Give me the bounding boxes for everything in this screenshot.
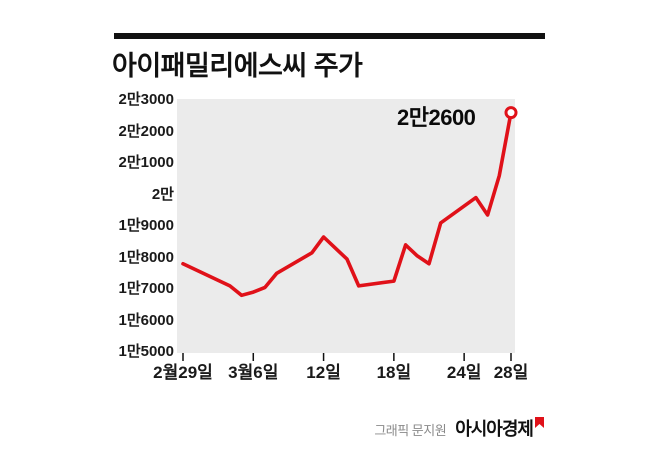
y-axis-label: 2만 <box>151 185 174 203</box>
x-axis-label: 2월29일 <box>153 363 213 382</box>
logo-flag-icon <box>535 413 545 434</box>
y-axis-label: 2만3000 <box>118 91 174 108</box>
y-axis-label: 1만7000 <box>118 280 174 297</box>
y-axis-label: 1만8000 <box>118 248 174 266</box>
page-title: 아이패밀리에스씨 주가 <box>112 51 363 81</box>
x-axis-label: 28일 <box>493 363 529 382</box>
x-axis-label: 3월6일 <box>228 363 279 382</box>
y-axis-label: 1만6000 <box>118 311 174 329</box>
y-axis-label: 2만1000 <box>118 154 174 171</box>
plot-area <box>177 99 515 353</box>
publisher-logo: 아시아경제 <box>455 415 545 441</box>
y-axis-label: 1만5000 <box>118 343 174 360</box>
title-divider-bar <box>114 33 545 39</box>
y-axis-label: 1만9000 <box>118 217 174 234</box>
graphic-credit: 그래픽 문지원 <box>374 423 447 438</box>
x-axis-label: 24일 <box>446 363 482 382</box>
footer: 그래픽 문지원 아시아경제 <box>374 415 545 441</box>
y-axis-label: 2만2000 <box>118 122 174 140</box>
last-price-label: 2만2600 <box>397 104 476 130</box>
x-axis-label: 12일 <box>306 363 341 382</box>
publisher-logo-text: 아시아경제 <box>455 419 534 439</box>
x-axis-label: 18일 <box>376 363 412 382</box>
